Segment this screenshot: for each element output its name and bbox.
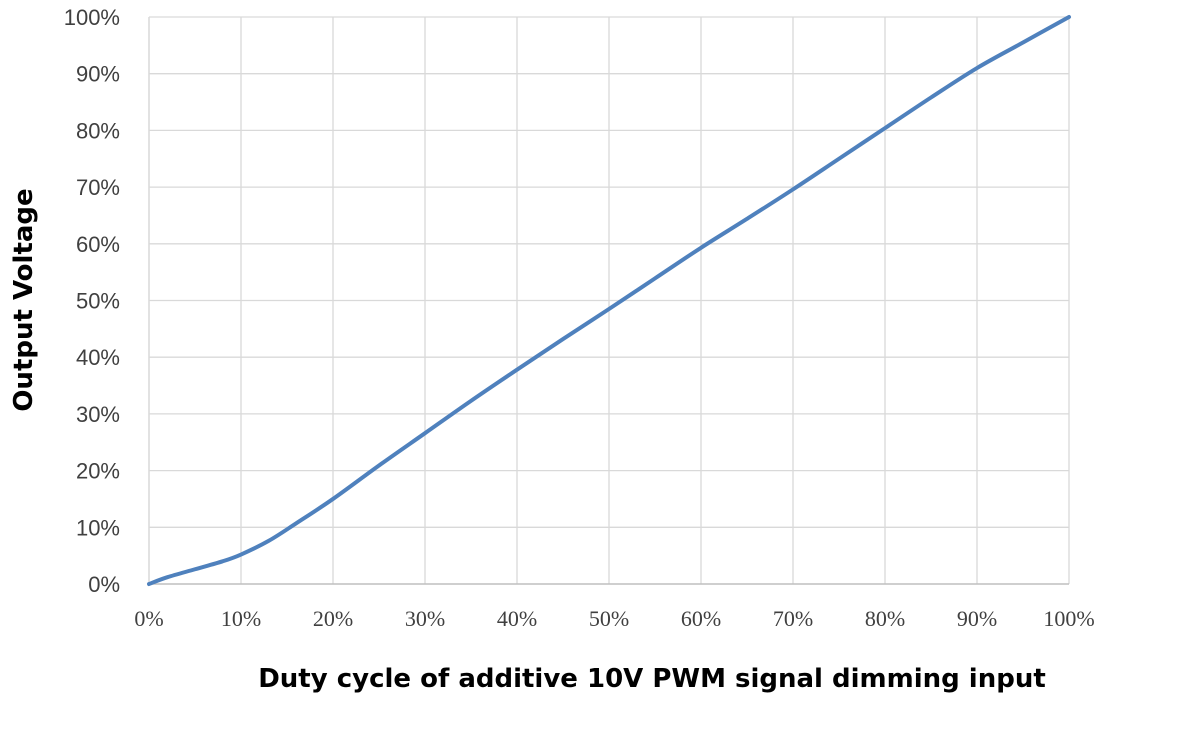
x-tick-label: 90% [957, 606, 997, 631]
y-tick-label: 0% [88, 572, 120, 597]
x-tick-label: 70% [773, 606, 813, 631]
y-axis-title: Output Voltage [9, 188, 39, 411]
x-tick-label: 50% [589, 606, 629, 631]
series-layer [147, 15, 1071, 586]
x-tick-labels: 0% 10% 20% 30% 40% 50% 60% 70% 80% 90% 100% [134, 606, 1094, 631]
x-axis-title: Duty cycle of additive 10V PWM signal di… [258, 664, 1046, 694]
x-tick-label: 40% [497, 606, 537, 631]
x-tick-label: 30% [405, 606, 445, 631]
x-tick-label: 10% [221, 606, 261, 631]
axes [148, 17, 1069, 585]
y-tick-label: 70% [76, 175, 120, 200]
y-tick-label: 20% [76, 459, 120, 484]
y-tick-label: 40% [76, 345, 120, 370]
x-tick-label: 0% [134, 606, 163, 631]
x-tick-label: 60% [681, 606, 721, 631]
series-line [147, 15, 1071, 586]
x-tick-label: 80% [865, 606, 905, 631]
y-tick-label: 60% [76, 232, 120, 257]
y-tick-label: 90% [76, 62, 120, 87]
x-tick-label: 100% [1043, 606, 1094, 631]
y-tick-label: 30% [76, 402, 120, 427]
y-tick-label: 80% [76, 118, 120, 143]
y-tick-label: 50% [76, 289, 120, 314]
x-tick-label: 20% [313, 606, 353, 631]
y-tick-label: 100% [64, 5, 120, 30]
grid [149, 16, 1070, 584]
y-tick-label: 10% [76, 515, 120, 540]
y-tick-labels: 0% 10% 20% 30% 40% 50% 60% 70% 80% 90% 100% [64, 5, 120, 597]
